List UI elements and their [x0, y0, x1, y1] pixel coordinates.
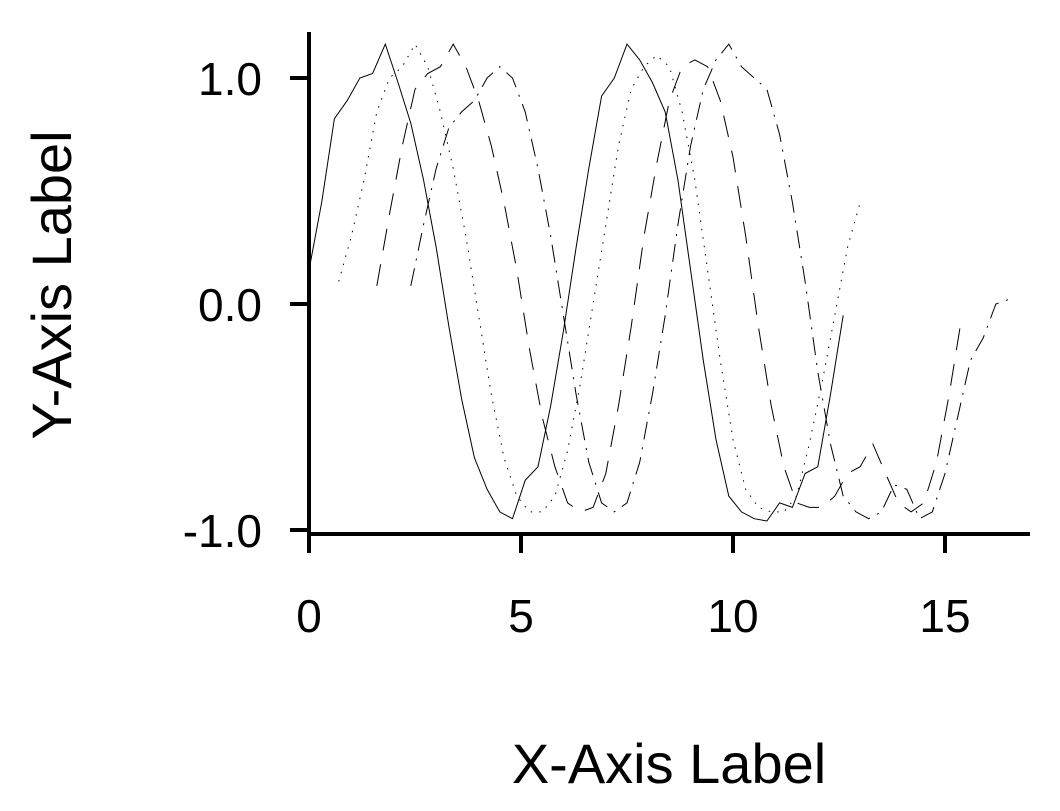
x-ticks: 0 5 10 15	[296, 534, 971, 642]
series-line-1	[308, 42, 844, 522]
x-tick-label: 15	[919, 590, 970, 642]
y-tick-label: -1.0	[183, 505, 262, 557]
y-tick-label: 1.0	[198, 53, 262, 105]
y-ticks: -1.0 0.0 1.0	[183, 53, 309, 557]
x-tick-label: 0	[296, 590, 322, 642]
series-layer	[308, 42, 1009, 522]
x-tick-label: 5	[508, 590, 534, 642]
x-axis-title: X-Axis Label	[512, 732, 826, 795]
series-line-3	[376, 43, 963, 513]
series-line-2	[338, 43, 861, 513]
series-line-4	[410, 43, 1009, 520]
x-tick-label: 10	[707, 590, 758, 642]
y-tick-label: 0.0	[198, 279, 262, 331]
y-axis-title: Y-Axis Label	[20, 130, 83, 439]
